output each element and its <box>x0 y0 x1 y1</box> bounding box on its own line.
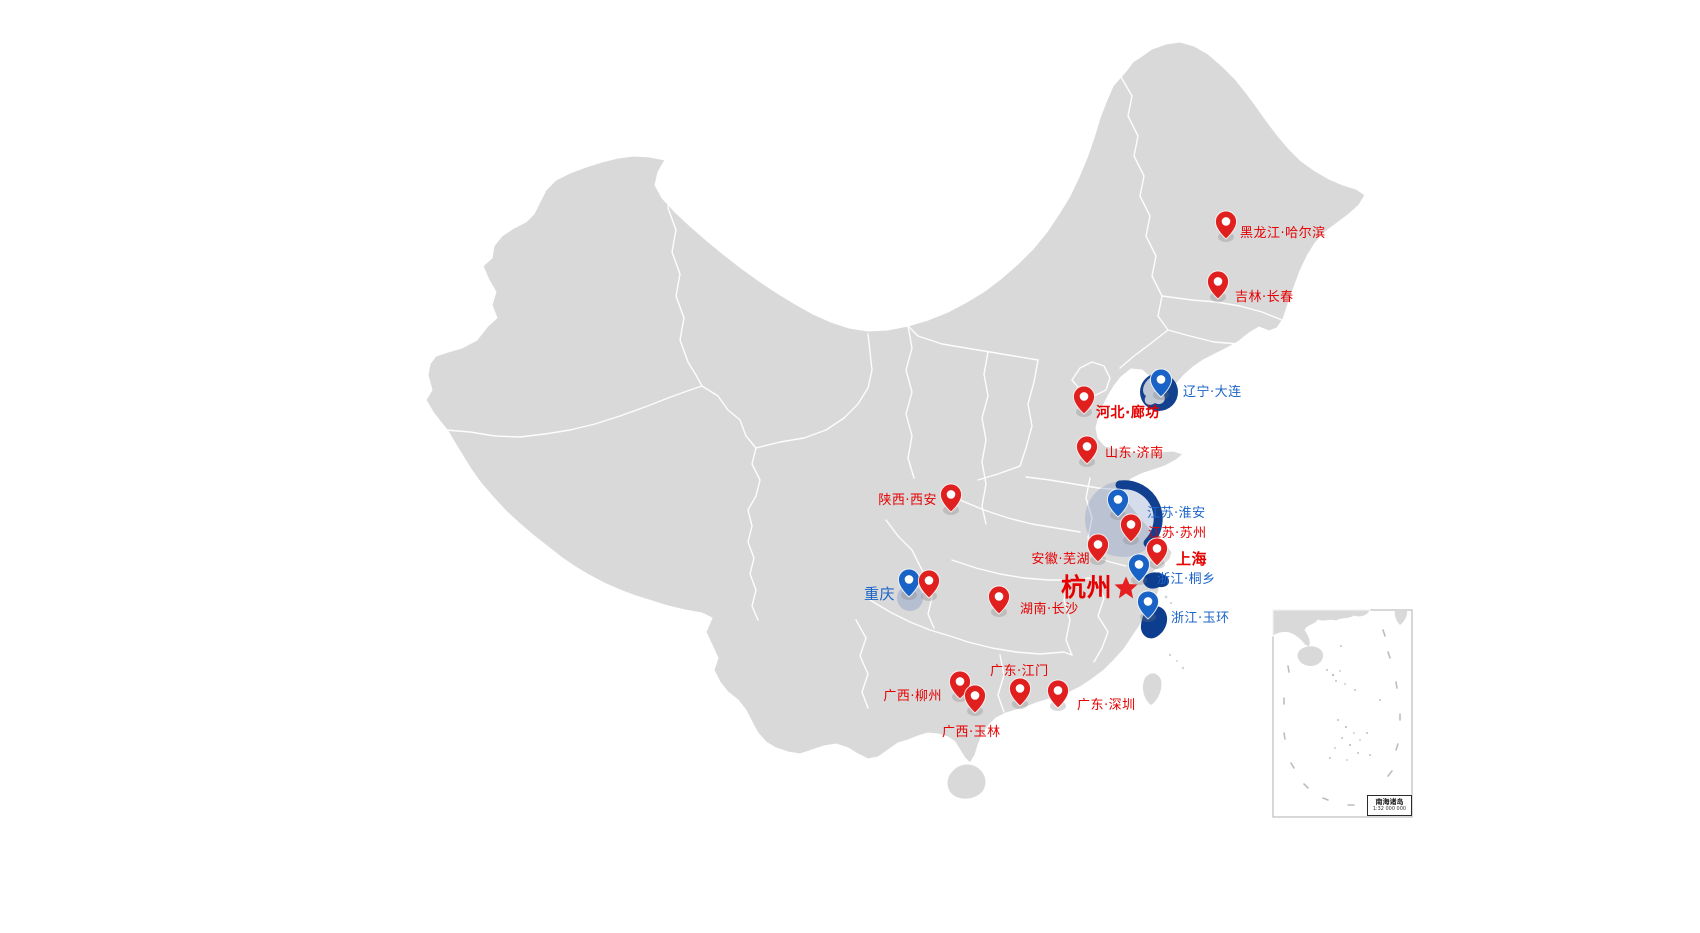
marker-label-guangdong-jiangmen: 广东·江门 <box>990 664 1049 679</box>
province-borders <box>445 76 1283 713</box>
red-pin-icon <box>1145 537 1169 569</box>
marker-label-zhejiang-yuhuan: 浙江·玉环 <box>1171 611 1230 626</box>
marker-label-shanghai: 上海 <box>1176 550 1208 568</box>
marker-label-shandong-jinan: 山东·济南 <box>1105 446 1164 461</box>
inset-mainland-shape <box>1272 609 1371 648</box>
marker-label-guangxi-yulin: 广西·玉林 <box>942 725 1001 740</box>
marker-label-hebei-langfang: 河北·廊坊 <box>1096 405 1160 421</box>
blue-pin-icon <box>1106 488 1130 520</box>
marker-label-heilongjiang-haerbin: 黑龙江·哈尔滨 <box>1240 226 1326 241</box>
marker-label-jiangsu-huaian: 江苏·淮安 <box>1147 506 1206 521</box>
inset-label-box: 南海诸岛 1:32 000 000 <box>1367 795 1412 816</box>
inset-hainan-shape <box>1297 646 1324 667</box>
blue-pin-icon <box>1136 590 1160 622</box>
marker-label-liaoning-dalian: 辽宁·大连 <box>1183 385 1242 400</box>
red-pin-icon <box>1086 533 1110 565</box>
red-pin-icon <box>939 483 963 515</box>
marker-label-guangdong-shenzhen: 广东·深圳 <box>1077 698 1136 713</box>
blue-pin-icon <box>1149 368 1173 400</box>
marker-label-hangzhou: 杭州 <box>1060 573 1112 602</box>
marker-label-jiangsu-suzhou: 江苏·苏州 <box>1148 526 1207 541</box>
red-pin-icon <box>1214 210 1238 242</box>
inset-taiwan-shape <box>1394 610 1408 625</box>
red-pin-icon <box>1072 385 1096 417</box>
hangzhoubay-water-shape <box>1143 572 1169 589</box>
marker-label-shaanxi-xian: 陕西·西安 <box>878 493 937 508</box>
marker-label-chongqing: 重庆 <box>863 585 895 603</box>
marker-label-anhui-wuhu: 安徽·芜湖 <box>1031 552 1090 567</box>
red-pin-icon <box>1008 677 1032 709</box>
red-pin-icon <box>917 569 941 601</box>
red-pin-icon <box>1046 679 1070 711</box>
china-mainland-shape <box>425 41 1366 764</box>
taiwan-island-shape <box>1142 673 1162 705</box>
red-pin-icon <box>1075 435 1099 467</box>
south-china-sea-inset <box>1272 609 1413 818</box>
inset-scale-label: 1:32 000 000 <box>1372 806 1407 812</box>
inset-title: 南海诸岛 <box>1375 798 1404 806</box>
offshore-islets <box>1164 595 1185 670</box>
marker-label-guangxi-liuzhou: 广西·柳州 <box>883 689 942 704</box>
marker-label-jilin-changchun: 吉林·长春 <box>1235 290 1294 305</box>
red-pin-icon <box>1206 270 1230 302</box>
inset-island-dots <box>1326 645 1381 761</box>
blue-pin-icon <box>897 568 921 600</box>
huaian-crescent <box>1115 480 1163 548</box>
red-pin-icon <box>963 684 987 716</box>
hainan-island-shape <box>947 764 986 799</box>
marker-label-zhejiang-tongxiang: 浙江·桐乡 <box>1157 572 1216 587</box>
blue-pin-icon <box>1127 553 1151 585</box>
inset-nine-dash-line <box>1283 629 1401 806</box>
red-pin-icon <box>987 585 1011 617</box>
red-pin-icon <box>1119 513 1143 545</box>
marker-label-hunan-changsha: 湖南·长沙 <box>1020 602 1079 617</box>
star-icon <box>1114 576 1138 599</box>
